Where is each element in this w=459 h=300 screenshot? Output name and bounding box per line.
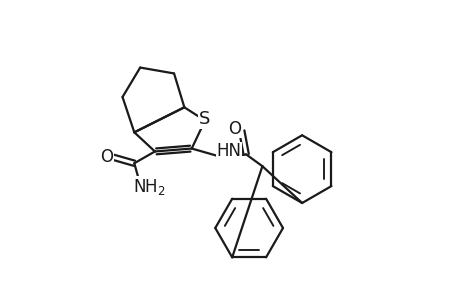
Text: HN: HN bbox=[216, 142, 241, 160]
Text: S: S bbox=[199, 110, 210, 128]
Text: O: O bbox=[227, 119, 241, 137]
Text: O: O bbox=[100, 148, 112, 166]
Text: NH$_2$: NH$_2$ bbox=[132, 177, 165, 197]
